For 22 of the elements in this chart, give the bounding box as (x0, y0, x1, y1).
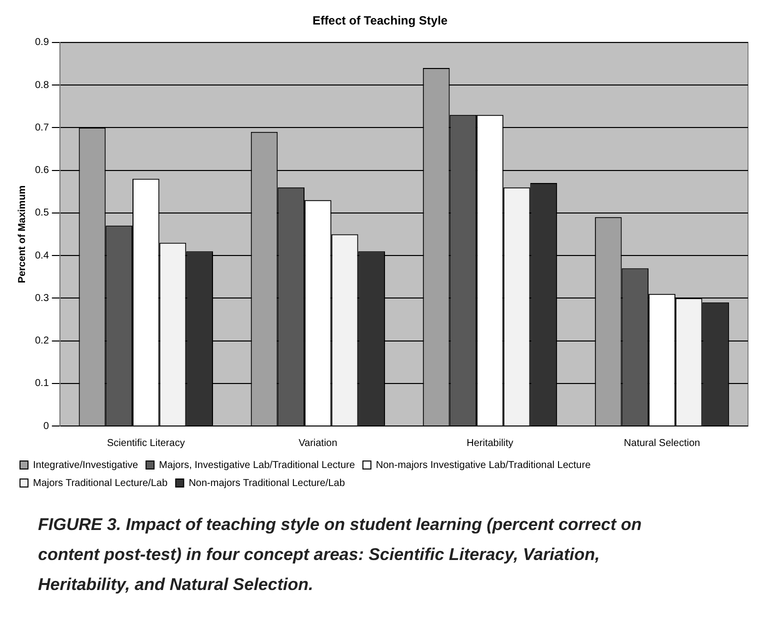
y-tick-label: 0.8 (34, 80, 50, 91)
y-tick-label: 0.9 (34, 37, 50, 48)
legend-label: Non-majors Traditional Lecture/Lab (188, 478, 346, 489)
y-tick-label: 0.7 (34, 122, 50, 134)
y-tick-label: 0.4 (34, 250, 50, 262)
legend-label: Non-majors Investigative Lab/Traditional Lecture (376, 460, 592, 471)
legend-label: Majors Traditional Lecture/Lab (33, 478, 168, 489)
x-tick-label: Variation (298, 438, 338, 449)
y-axis-title: Percent of Maximum (16, 185, 28, 284)
y-tick-label: 0.6 (34, 165, 50, 176)
y-tick-label: 0.2 (34, 336, 50, 347)
y-tick-label: 0 (43, 420, 50, 432)
y-tick-label: 0.5 (34, 208, 50, 219)
legend-label: Integrative/Investigative (33, 460, 138, 471)
y-tick-label: 0.1 (34, 378, 50, 390)
x-tick-label: Natural Selection (624, 438, 700, 449)
caption: FIGURE 3. Impact of teaching style on student learning (percent correct on content post-test) in four concept areas: Scientific Literacy, Variation, Heritability, and Natural Selection. (37, 514, 643, 596)
x-tick-label: Scientific Literacy (107, 438, 185, 449)
y-tick-label: 0.3 (34, 292, 50, 304)
legend-label: Majors, Investigative Lab/Traditional Lecture (159, 460, 356, 471)
chart-title: Effect of Teaching Style (312, 14, 448, 28)
x-tick-label: Heritability (466, 438, 514, 449)
